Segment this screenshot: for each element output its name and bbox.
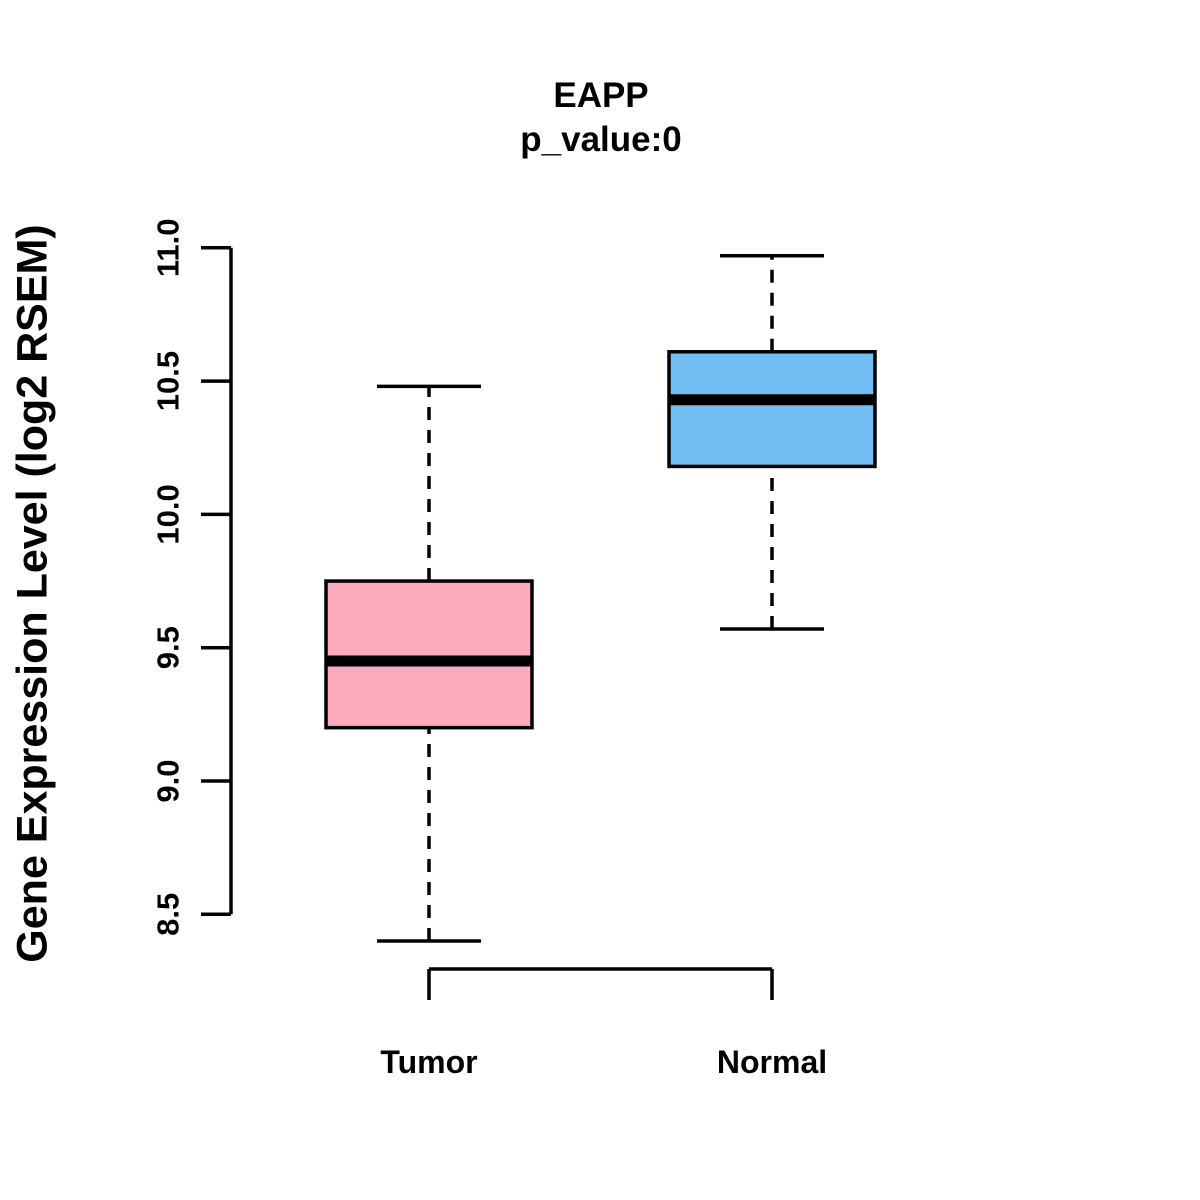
- iqr-box-normal: [667, 350, 877, 469]
- x-axis-bracket: [427, 967, 774, 1000]
- category-label-normal: Normal: [717, 1044, 827, 1080]
- y-axis: 8.5 9.0 9.5 10.0 10.5 11.0: [151, 218, 233, 936]
- y-tick-label: 11.0: [151, 218, 186, 277]
- y-tick-label: 10.0: [151, 484, 186, 544]
- category-label-tumor: Tumor: [380, 1044, 477, 1080]
- chart-subtitle: p_value:0: [520, 120, 682, 159]
- category-labels: Tumor Normal: [380, 1044, 827, 1080]
- box-series: [324, 254, 877, 943]
- y-tick-label: 10.5: [151, 351, 186, 411]
- y-tick-label: 9.5: [151, 626, 186, 669]
- y-tick-label: 8.5: [151, 893, 186, 936]
- iqr-box-tumor: [324, 579, 534, 730]
- y-tick-label: 9.0: [151, 759, 186, 802]
- chart-title: EAPP: [553, 76, 649, 115]
